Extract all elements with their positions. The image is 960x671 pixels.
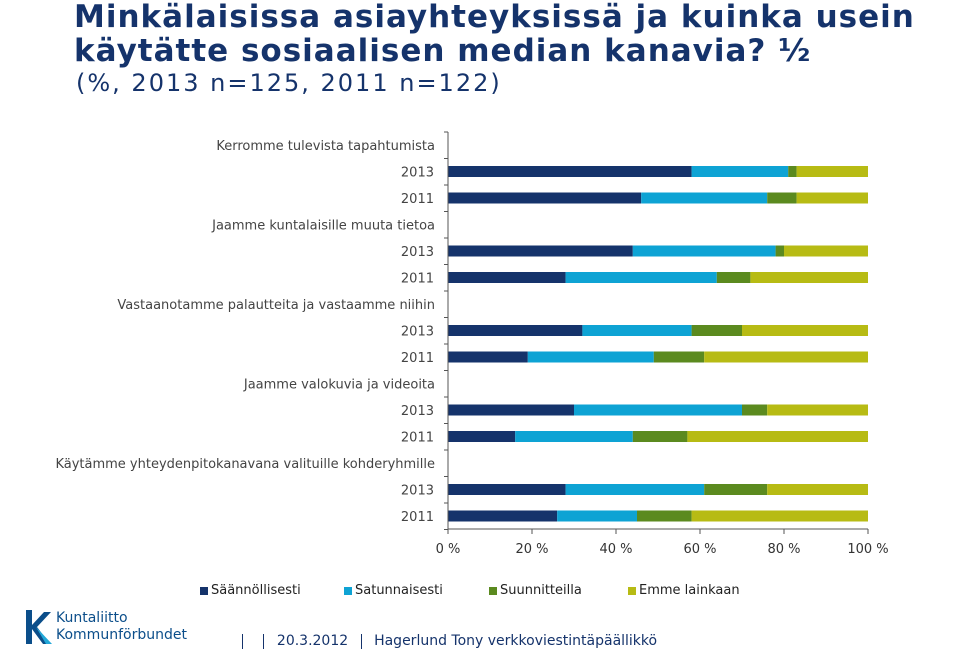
bar-segment-s-nn-llisesti <box>448 351 528 363</box>
bar-segment-emme-lainkaan <box>691 510 868 522</box>
bar-segment-suunnitteilla <box>653 351 705 363</box>
year-label: 2011 <box>401 272 434 287</box>
legend-item: Säännöllisesti <box>200 583 301 598</box>
stacked-bar-chart: Kerromme tulevista tapahtumista 2013 2011 J… <box>55 131 889 557</box>
footer-date: 20.3.2012 <box>276 633 349 649</box>
group-label: Jaamme valokuvia ja videoita <box>243 378 435 393</box>
year-label: 2011 <box>401 510 434 525</box>
legend-label: Säännöllisesti <box>211 583 301 598</box>
legend-swatch <box>344 586 352 595</box>
footer-separator <box>242 633 243 649</box>
x-tick-label: 0 % <box>436 542 461 557</box>
bar-segment-s-nn-llisesti <box>448 484 566 495</box>
bar-segment-s-nn-llisesti <box>448 510 558 522</box>
bar-segment-suunnitteilla <box>632 431 688 442</box>
logo-line2: Kommunförbundet <box>56 627 187 643</box>
bar-segment-s-nn-llisesti <box>448 166 692 177</box>
legend-swatch <box>489 586 497 595</box>
x-tick-label: 80 % <box>767 542 800 557</box>
footer-author: Hagerlund Tony verkkoviestintäpäällikkö <box>374 633 658 649</box>
year-label: 2013 <box>401 166 434 181</box>
x-tick-label: 100 % <box>847 542 888 557</box>
footer-separator <box>263 633 265 649</box>
legend-label: Satunnaisesti <box>355 583 443 598</box>
bar-segment-emme-lainkaan <box>767 484 868 495</box>
bar-segment-suunnitteilla <box>637 510 692 522</box>
bar-segment-satunnaisesti <box>582 325 692 336</box>
bar-segment-s-nn-llisesti <box>448 325 583 336</box>
legend-swatch <box>200 586 208 595</box>
bar-segment-suunnitteilla <box>716 272 751 283</box>
bar-segment-emme-lainkaan <box>796 192 868 204</box>
group-label: Käytämme yhteydenpitokanavana valituille… <box>55 457 435 472</box>
bar-segment-suunnitteilla <box>767 192 797 204</box>
legend-label: Suunnitteilla <box>500 583 582 598</box>
bar-segment-satunnaisesti <box>691 166 789 177</box>
slide-footer: 20.3.2012 Hagerlund Tony verkkoviestintä… <box>234 633 657 649</box>
legend-item: Suunnitteilla <box>489 583 582 598</box>
bar-segment-emme-lainkaan <box>687 431 868 442</box>
bar-segment-suunnitteilla <box>788 166 797 177</box>
legend-swatch <box>628 586 636 595</box>
logo-line1: Kuntaliitto <box>56 610 128 626</box>
group-label: Jaamme kuntalaisille muuta tietoa <box>211 219 435 234</box>
year-label: 2011 <box>401 351 434 366</box>
bar-segment-emme-lainkaan <box>784 245 868 257</box>
kuntaliitto-logo-mark-icon <box>26 610 52 644</box>
x-tick-label: 60 % <box>683 542 716 557</box>
year-label: 2011 <box>401 431 434 446</box>
bar-segment-emme-lainkaan <box>742 325 868 336</box>
footer-separator <box>360 633 362 649</box>
bar-segment-suunnitteilla <box>742 404 768 416</box>
legend-item: Emme lainkaan <box>628 583 740 598</box>
x-tick-label: 20 % <box>515 542 548 557</box>
bar-segment-emme-lainkaan <box>796 166 868 177</box>
legend-item: Satunnaisesti <box>344 583 443 598</box>
slide-subtitle: (%, 2013 n=125, 2011 n=122) <box>76 69 502 97</box>
bar-segment-s-nn-llisesti <box>448 272 566 283</box>
year-label: 2013 <box>401 245 434 260</box>
x-tick-label: 40 % <box>599 542 632 557</box>
bar-segment-suunnitteilla <box>691 325 742 336</box>
bar-segment-satunnaisesti <box>565 484 705 495</box>
group-label: Kerromme tulevista tapahtumista <box>216 139 435 154</box>
chart-legend: Säännöllisesti Satunnaisesti Suunnitteilla… <box>200 583 940 601</box>
legend-label: Emme lainkaan <box>639 583 740 598</box>
bar-segment-suunnitteilla <box>704 484 768 495</box>
bar-segment-s-nn-llisesti <box>448 404 574 416</box>
bar-segment-s-nn-llisesti <box>448 245 633 257</box>
bar-segment-emme-lainkaan <box>767 404 868 416</box>
bar-segment-s-nn-llisesti <box>448 192 642 204</box>
bar-segment-satunnaisesti <box>527 351 654 363</box>
kuntaliitto-logo: Kuntaliitto Kommunförbundet <box>22 608 202 653</box>
year-label: 2013 <box>401 484 434 499</box>
group-label: Vastaanotamme palautteita ja vastaamme n… <box>117 298 435 313</box>
bar-segment-satunnaisesti <box>632 245 776 257</box>
slide-title: Minkälaisissa asiayhteyksissä ja kuinka … <box>74 0 915 69</box>
bar-segment-satunnaisesti <box>565 272 717 283</box>
year-label: 2013 <box>401 325 434 340</box>
bar-segment-satunnaisesti <box>574 404 742 416</box>
bar-segment-emme-lainkaan <box>750 272 868 283</box>
year-label: 2011 <box>401 192 434 207</box>
bar-segment-satunnaisesti <box>641 192 768 204</box>
year-label: 2013 <box>401 404 434 419</box>
bar-segment-suunnitteilla <box>775 245 784 257</box>
bar-segment-emme-lainkaan <box>704 351 868 363</box>
bar-segment-satunnaisesti <box>515 431 633 442</box>
bar-segment-satunnaisesti <box>557 510 637 522</box>
bar-segment-s-nn-llisesti <box>448 431 516 442</box>
